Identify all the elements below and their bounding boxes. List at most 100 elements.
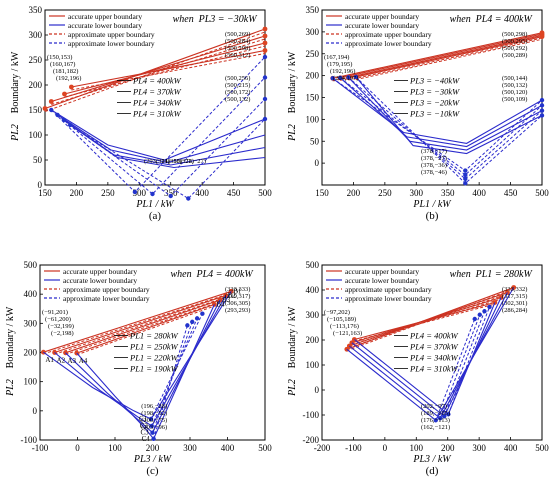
y-axis-label-extra: Boundary / kW (287, 306, 298, 368)
lower-boundary-point (67, 122, 73, 128)
upper-end-point (262, 40, 268, 46)
x-tick-label: 500 (535, 188, 549, 198)
x-tick-label: 100 (410, 443, 424, 453)
y-tick-label: 250 (306, 49, 320, 59)
approx-upper-boundary-line (43, 292, 232, 355)
upper-end-point (262, 33, 268, 39)
upper-boundary-line (54, 295, 226, 354)
approx-upper-boundary-line (65, 301, 221, 355)
min-point-label: (378,−27) (421, 155, 447, 162)
x-tick-label: 450 (227, 188, 241, 198)
y-tick-label: 300 (306, 27, 320, 37)
lower-boundary-point (49, 107, 54, 113)
min-point-label: (350,−22) (168, 158, 194, 165)
approx-upper-boundary-line (76, 305, 215, 356)
x-axis-label: PL3 / kW (133, 454, 173, 465)
y-axis-label: PL2 (287, 379, 298, 397)
y-tick-label: 400 (24, 289, 38, 299)
point-label: C3 (141, 429, 150, 437)
y-tick-label: 0 (315, 158, 320, 168)
upper-start-label: (181,182) (53, 68, 78, 75)
upper-start-label: (179,195) (327, 61, 352, 68)
approx-lower-boundary-line (439, 314, 481, 419)
upper-start-label: (204,197) (333, 75, 358, 82)
upper-start-point (48, 99, 54, 104)
upper-end-point (211, 301, 217, 307)
upper-boundary-line (340, 33, 543, 79)
approx-lower-boundary-line (443, 311, 485, 417)
upper-boundary-line (71, 49, 266, 88)
legend-label: accurate lower boundary (63, 276, 137, 285)
lower-boundary-line (57, 114, 266, 164)
y-tick-label: 200 (24, 348, 38, 358)
lower-end-label: (500,132) (502, 82, 527, 89)
x-tick-label: 200 (146, 443, 160, 453)
min-point-label: (203,−96) (141, 424, 167, 431)
upper-boundary-line (76, 303, 215, 354)
lower-boundary-point (262, 96, 268, 102)
series-label: PL4 = 400kW (132, 76, 182, 86)
x-tick-label: -100 (345, 443, 362, 453)
x-tick-label: 300 (183, 443, 197, 453)
upper-end-label: (306,305) (225, 300, 250, 307)
y-tick-label: 200 (306, 335, 320, 345)
lower-boundary-point (186, 196, 191, 201)
when-text: when (173, 14, 194, 25)
upper-end-label: (302,301) (502, 300, 527, 307)
upper-end-label: (333,332) (502, 286, 527, 293)
legend-label: accurate lower boundary (345, 21, 419, 30)
upper-end-label: (333,333) (225, 286, 250, 293)
x-tick-label: 100 (108, 443, 122, 453)
point-label: A1 (45, 356, 54, 364)
lower-boundary-point (487, 304, 492, 310)
lower-boundary-line (355, 76, 543, 155)
x-tick-label: 150 (315, 188, 329, 198)
approx-upper-boundary-line (54, 296, 226, 355)
upper-start-point (62, 91, 67, 97)
upper-boundary-line (348, 34, 543, 78)
lower-boundary-point (262, 54, 268, 60)
x-tick-label: 350 (441, 188, 455, 198)
series-label: PL4 = 340kW (132, 98, 182, 108)
legend-label: accurate upper boundary (68, 12, 142, 21)
upper-boundary-line (355, 36, 543, 78)
lower-end-label: (500,144) (502, 75, 527, 82)
min-point-label: (378,−17) (421, 148, 447, 155)
lower-boundary-point (463, 172, 468, 178)
lower-boundary-point (185, 323, 190, 328)
min-point-label: (189,−105) (421, 410, 450, 417)
x-tick-label: 300 (472, 443, 486, 453)
legend-label: approximate upper boundary (63, 285, 150, 294)
y-tick-label: -100 (303, 410, 320, 420)
when-text: when (171, 269, 192, 280)
upper-end-label: (293,293) (225, 307, 250, 314)
upper-end-label: (500,298) (225, 45, 250, 52)
point-label: C1 (139, 415, 148, 423)
y-tick-label: 150 (29, 105, 43, 115)
min-point-label: (200,−75) (141, 417, 167, 424)
lower-boundary-point (482, 309, 487, 314)
series-label: PL4 = 310kW (132, 109, 182, 119)
lower-boundary-point (262, 116, 268, 122)
series-label: PL3 = −10kW (409, 109, 460, 119)
approx-lower-boundary-line (151, 318, 198, 427)
lower-boundary-point (353, 74, 359, 80)
upper-boundary-line (51, 35, 266, 103)
y-tick-label: 350 (29, 5, 43, 15)
condition-text: PL3 = −30kW (198, 14, 259, 25)
lower-boundary-point (539, 103, 545, 108)
x-tick-label: 450 (504, 188, 518, 198)
x-axis-label: PL3 / kW (412, 454, 452, 465)
lower-boundary-point (132, 189, 138, 195)
upper-end-label: (500,295) (502, 38, 527, 45)
point-label: B4 (216, 300, 225, 308)
x-tick-label: 300 (133, 188, 147, 198)
lower-end-label: (500,256) (225, 75, 250, 82)
lower-boundary-point (477, 312, 482, 317)
upper-start-label: (−105,189) (327, 316, 356, 323)
x-tick-label: 400 (504, 443, 518, 453)
legend-label: approximate lower boundary (68, 39, 155, 48)
x-tick-label: 400 (472, 188, 486, 198)
panel-label: (a) (149, 210, 162, 222)
series-label: PL4 = 370kW (409, 342, 459, 352)
